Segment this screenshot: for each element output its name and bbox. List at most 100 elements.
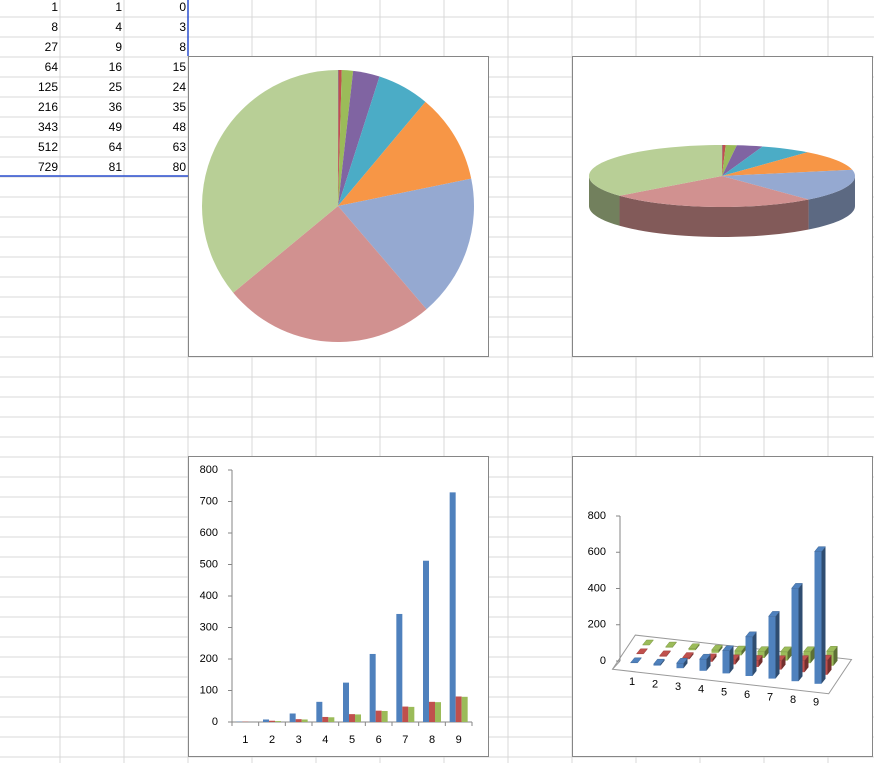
x-tick-label: 4 <box>322 734 328 746</box>
bar-front <box>711 650 719 653</box>
bar-side <box>821 546 826 684</box>
pie-slice <box>722 145 737 176</box>
pie3d-chart <box>589 145 855 237</box>
bar <box>355 714 361 722</box>
x-tick-label: 3 <box>296 734 302 746</box>
bar-top <box>681 652 695 658</box>
bar-top <box>652 658 666 665</box>
bar-top <box>825 646 839 652</box>
cell-value: 63 <box>173 140 187 154</box>
cell-value: 24 <box>173 80 187 94</box>
pie-chart <box>202 70 474 342</box>
bar-top <box>629 657 643 664</box>
pie-slice <box>722 152 853 176</box>
bar <box>461 696 468 722</box>
cell-value: 81 <box>109 160 123 174</box>
x-tick-label: 7 <box>767 692 773 704</box>
cell-value: 512 <box>38 140 58 154</box>
x-tick-label: 8 <box>790 694 796 706</box>
x-tick-label: 8 <box>429 734 435 746</box>
bar-side <box>758 655 763 667</box>
bar-top <box>664 641 678 648</box>
cell-value: 49 <box>109 120 123 134</box>
bar <box>402 706 409 722</box>
x-tick-label: 1 <box>242 734 248 746</box>
x-tick-label: 9 <box>456 734 462 746</box>
y-tick-label: 600 <box>200 527 218 539</box>
bar <box>449 492 456 722</box>
y-tick-label: 400 <box>588 582 606 594</box>
x-tick-label: 5 <box>349 734 355 746</box>
bar-side <box>683 658 688 669</box>
bar-front <box>653 664 661 666</box>
bar-top <box>721 645 735 651</box>
y-tick-label: 600 <box>588 546 606 558</box>
bar-top <box>698 653 712 660</box>
bar-front <box>814 551 822 684</box>
floor-edge <box>612 660 621 670</box>
x-tick-label: 2 <box>269 734 275 746</box>
bar-top <box>744 631 758 638</box>
pie-slice <box>589 145 722 196</box>
bar-front <box>665 647 673 648</box>
x-tick-label: 9 <box>813 697 819 709</box>
bar-side <box>741 646 746 656</box>
cell-value: 1 <box>115 0 122 14</box>
bar-side <box>752 631 757 676</box>
x-tick-label: 2 <box>652 679 658 691</box>
bar <box>328 717 335 722</box>
x-tick-label: 6 <box>376 734 382 746</box>
bar-top <box>641 639 655 646</box>
bar-front <box>757 651 765 658</box>
y-tick-label: 0 <box>600 655 606 667</box>
pie-slice <box>722 145 763 176</box>
bar-side <box>735 654 740 665</box>
bar <box>263 719 269 722</box>
x-tick-label: 7 <box>402 734 408 746</box>
bar <box>295 719 302 722</box>
pie-slice <box>338 76 426 206</box>
bar-front <box>659 655 667 657</box>
y-tick-label: 0 <box>212 716 218 728</box>
bar-front <box>734 651 742 656</box>
bar <box>301 719 308 722</box>
bar <box>381 710 388 722</box>
bar-front <box>745 636 753 676</box>
cell-value: 125 <box>38 80 58 94</box>
bar <box>316 701 323 722</box>
x-tick-label: 3 <box>675 681 681 693</box>
bar-side <box>718 645 723 653</box>
bar <box>289 713 296 722</box>
pie-slice-side <box>808 176 855 230</box>
bar <box>375 710 382 722</box>
y-tick-label: 800 <box>588 510 606 522</box>
x-tick-label: 1 <box>629 676 635 688</box>
floor <box>611 634 853 695</box>
bar-top <box>767 611 781 617</box>
bar-top <box>790 583 804 589</box>
pie-slice <box>338 101 472 206</box>
y-tick-label: 500 <box>200 558 218 570</box>
x-tick-label: 4 <box>698 684 704 696</box>
cell-value: 48 <box>173 120 187 134</box>
cell-value: 64 <box>109 140 123 154</box>
cell-value: 8 <box>179 40 186 54</box>
bar-front <box>791 588 799 682</box>
pie-slice <box>722 146 808 176</box>
cell-value: 3 <box>179 20 186 34</box>
bar-side <box>787 646 792 661</box>
pie-slice <box>722 145 726 176</box>
y-tick-label: 100 <box>200 684 218 696</box>
bar-side <box>764 646 769 658</box>
cell-value: 8 <box>51 20 58 34</box>
cell-value: 64 <box>45 60 59 74</box>
bar <box>275 721 281 722</box>
x-tick-label: 6 <box>744 689 750 701</box>
bar-front <box>676 663 684 669</box>
chart-frame <box>188 456 489 757</box>
bar-side <box>712 653 717 662</box>
y-tick-label: 800 <box>200 464 218 476</box>
cell-value: 15 <box>173 60 187 74</box>
pie-slice <box>338 70 380 206</box>
